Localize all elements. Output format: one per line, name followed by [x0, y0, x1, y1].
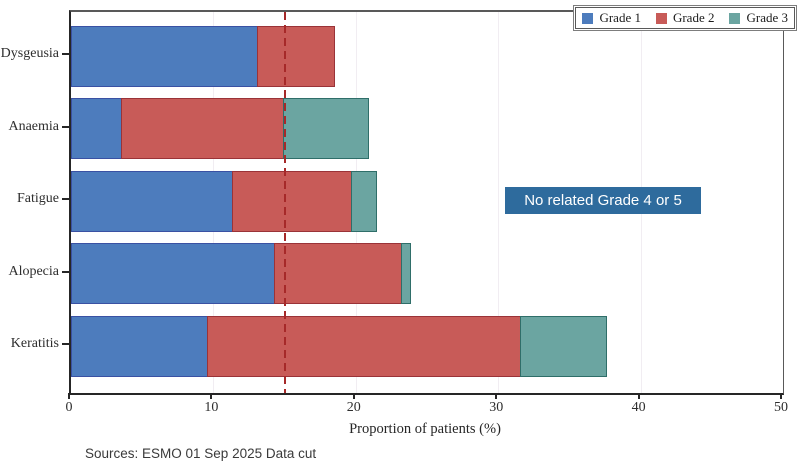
- category-label: Keratitis: [10, 336, 59, 352]
- y-tick: [62, 53, 69, 55]
- legend-item: Grade 2: [655, 10, 715, 26]
- x-tick-label: 40: [631, 400, 646, 415]
- x-tick-label: 30: [489, 400, 504, 415]
- bar-segment-grade-1: [71, 243, 275, 305]
- y-tick: [62, 270, 69, 273]
- x-tick: [495, 393, 498, 399]
- legend-inner: Grade 1 Grade 2 Grade 3: [575, 7, 795, 29]
- x-tick: [68, 393, 70, 399]
- y-tick: [62, 125, 69, 128]
- bar-segment-grade-3: [520, 315, 608, 377]
- bar-row: [71, 315, 608, 377]
- legend-label: Grade 3: [746, 10, 788, 25]
- bar-segment-grade-1: [71, 170, 234, 232]
- bar-segment-grade-1: [71, 25, 258, 87]
- legend-swatch: [582, 12, 594, 24]
- x-tick: [352, 393, 355, 399]
- source-text: Sources: ESMO 01 Sep 2025 Data cut: [85, 446, 317, 461]
- x-tick-label: 50: [774, 400, 788, 415]
- legend-item: Grade 1: [582, 10, 641, 26]
- bar-row: [71, 243, 411, 305]
- legend-item: Grade 3: [729, 10, 788, 26]
- bar-segment-grade-2: [206, 315, 522, 377]
- bar-row: [71, 170, 377, 232]
- annotation-text: No related Grade 4 or 5: [524, 192, 682, 209]
- x-tick-label: 0: [65, 400, 73, 415]
- x-tick: [637, 393, 640, 399]
- legend-label: Grade 2: [672, 10, 715, 25]
- legend: Grade 1 Grade 2 Grade 3: [573, 5, 797, 31]
- legend-label: Grade 1: [599, 10, 641, 25]
- bar-segment-grade-2: [232, 170, 352, 232]
- bar-segment-grade-2: [256, 25, 335, 87]
- annotation-box: No related Grade 4 or 5: [505, 187, 701, 214]
- x-tick: [780, 393, 782, 399]
- bar-segment-grade-3: [400, 243, 411, 305]
- x-tick: [210, 393, 213, 399]
- legend-swatch: [729, 12, 741, 24]
- bar-segment-grade-3: [350, 170, 377, 232]
- category-label: Dysgeusia: [0, 46, 59, 61]
- bar-row: [71, 98, 370, 160]
- x-tick-label: 10: [204, 400, 219, 415]
- bar-segment-grade-2: [121, 98, 284, 160]
- category-label: Anaemia: [8, 118, 59, 134]
- reference-line: [283, 12, 286, 393]
- bar-segment-grade-1: [71, 98, 123, 160]
- category-label: Fatigue: [17, 191, 59, 207]
- bar-segment-grade-2: [273, 243, 402, 305]
- category-label: Alopecia: [8, 263, 59, 279]
- bar-row: [71, 25, 335, 87]
- bar-segment-grade-1: [71, 315, 208, 377]
- gridline: [498, 12, 500, 393]
- x-tick-label: 20: [346, 400, 361, 415]
- y-tick: [62, 343, 69, 346]
- x-axis-title: Proportion of patients (%): [349, 421, 501, 437]
- bar-segment-grade-3: [282, 98, 370, 160]
- y-tick: [62, 198, 69, 201]
- legend-swatch: [655, 12, 667, 24]
